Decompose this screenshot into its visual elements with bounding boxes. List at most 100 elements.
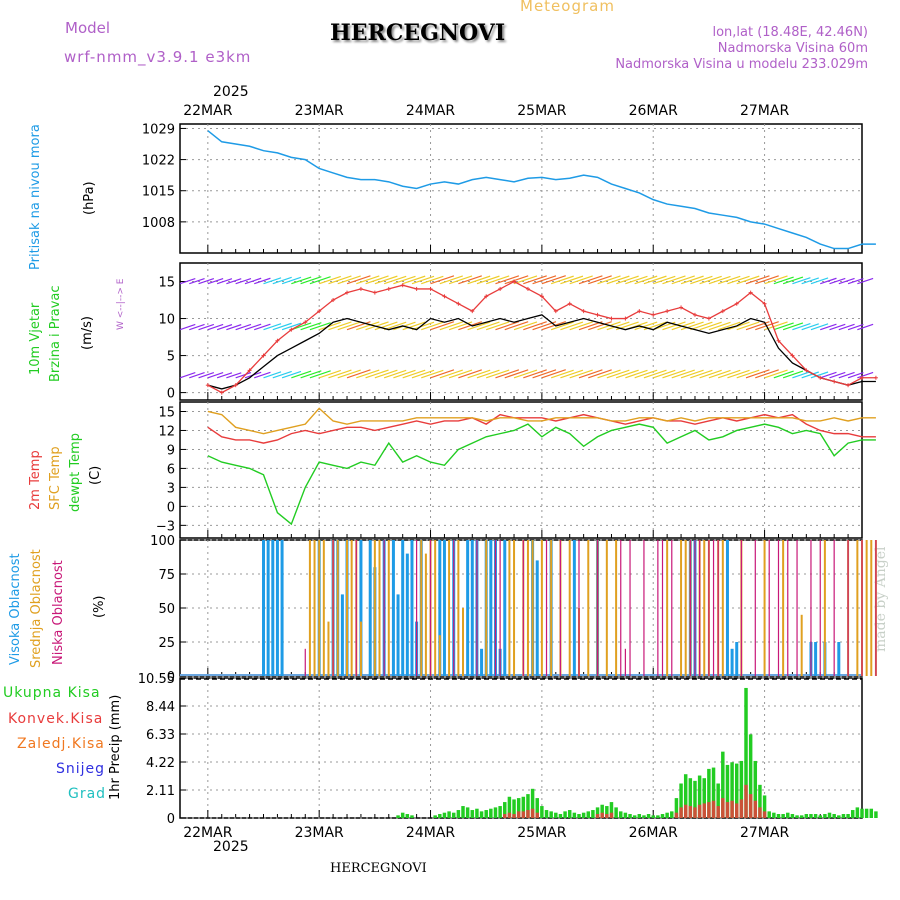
wind-barb [597, 275, 621, 285]
cloud-high-bar [480, 648, 484, 676]
precip-total-bar [470, 810, 475, 818]
wind-barb [356, 275, 380, 285]
y-tick-label-clouds: 75 [158, 568, 175, 583]
cloud-high-bar [442, 540, 446, 676]
temp-sfc-line [207, 407, 876, 435]
wind-barb [532, 369, 557, 379]
wind-barb [374, 369, 398, 379]
wind-barb [727, 321, 750, 331]
cloud-mid-bar [313, 540, 316, 676]
wind-barb [717, 321, 741, 331]
wind-barb [690, 321, 713, 331]
precip-total-bar [614, 807, 618, 818]
wind-barb [550, 275, 574, 285]
wind-barb [421, 275, 444, 285]
precip-total-bar [600, 804, 604, 818]
wind-barb [254, 371, 271, 379]
precip-total-bar [683, 774, 688, 818]
precip-convective-bar [526, 810, 530, 818]
cloud-mid-bar [526, 540, 529, 676]
precip-total-bar [530, 788, 535, 818]
precip-total-bar [586, 811, 591, 818]
cloud-high-bar [503, 540, 507, 676]
precip-total-bar [609, 802, 614, 818]
precip-total-bar [489, 808, 493, 818]
wind-barb [458, 321, 482, 331]
wind-barb [523, 369, 547, 379]
precip-total-bar [442, 812, 447, 818]
precip-total-bar [521, 796, 526, 818]
cloud-mid-bar [424, 553, 427, 676]
precip-convective-bar [535, 812, 539, 818]
x-tick-label-bottom: 24MAR [406, 825, 455, 841]
cloud-mid-bar [531, 540, 534, 676]
cloud-low-bar [689, 540, 691, 676]
precip-total-bar [837, 815, 841, 818]
cloud-mid-bar [568, 540, 571, 676]
cloud-low-bar [355, 540, 357, 676]
precip-total-bar [688, 778, 693, 818]
precip-total-bar [619, 811, 623, 818]
wind-barb [773, 322, 794, 331]
wind-barb [671, 321, 695, 331]
wind-barb [699, 275, 722, 285]
y-tick-label-wind: 5 [167, 350, 175, 365]
wind-barb [708, 275, 731, 285]
wind-barb [356, 321, 380, 331]
panel-clouds-frame [179, 539, 863, 677]
cloud-low-bar [545, 540, 548, 676]
cloud-mid-bar [800, 614, 803, 676]
panel-pressure-frame [179, 123, 863, 254]
legend-convective-rain: Konvek.Kisa [8, 711, 104, 727]
wind-barb [411, 275, 435, 285]
wind-barb [569, 369, 593, 379]
x-tick-label-top: 23MAR [295, 103, 344, 119]
page-title: HERCEGNOVI [330, 20, 506, 46]
wind-barb [578, 369, 603, 379]
precip-total-bar [396, 815, 400, 818]
wind-barb [541, 321, 566, 331]
wind-barb [216, 278, 233, 285]
wind-barb [829, 323, 846, 331]
cloud-low-bar [559, 540, 562, 676]
wind-barb [402, 321, 426, 331]
wind-barb [281, 370, 302, 379]
wind-barb [179, 277, 196, 285]
precip-convective-bar [516, 811, 521, 818]
precip-convective-bar [609, 812, 614, 818]
wind-barb [838, 371, 855, 379]
precip-total-bar [860, 808, 864, 818]
wind-barb [634, 321, 658, 331]
wind-barb [578, 275, 603, 285]
altitude-label: Nadmorska Visina 60m [717, 41, 868, 56]
wind-barb [393, 275, 416, 285]
wind-barb [430, 275, 455, 285]
wind-barb [513, 275, 538, 285]
cloud-high-bar [391, 540, 395, 676]
y-tick-label-clouds: 50 [158, 602, 175, 617]
y-tick-label-precip: 0 [167, 812, 175, 827]
precip-total-bar [721, 751, 725, 818]
precip-total-bar [577, 814, 581, 818]
cloud-mid-bar [666, 540, 669, 676]
wind-barb [606, 321, 630, 331]
cloud-low-bar [861, 540, 863, 676]
cloud-mid-bar [870, 540, 873, 676]
y-tick-label-precip: 10.55 [138, 672, 175, 687]
wind-barb [346, 369, 371, 379]
cloud-high-bar [340, 594, 344, 676]
wind-barb [810, 323, 829, 331]
cloud-high-bar [359, 540, 363, 676]
wind-barb [309, 370, 331, 379]
wind-barb [782, 276, 804, 285]
precip-convective-bar [711, 800, 716, 818]
cloud-low-bar [768, 540, 770, 676]
wind-barb [374, 321, 398, 331]
wind-barb [504, 369, 529, 379]
precip-total-bar [567, 810, 572, 818]
cloud-low-bar [717, 540, 719, 676]
precip-convective-bar [702, 803, 706, 818]
wind-barb [476, 369, 500, 379]
precip-convective-bar [697, 804, 702, 818]
wind-barb [550, 321, 574, 331]
